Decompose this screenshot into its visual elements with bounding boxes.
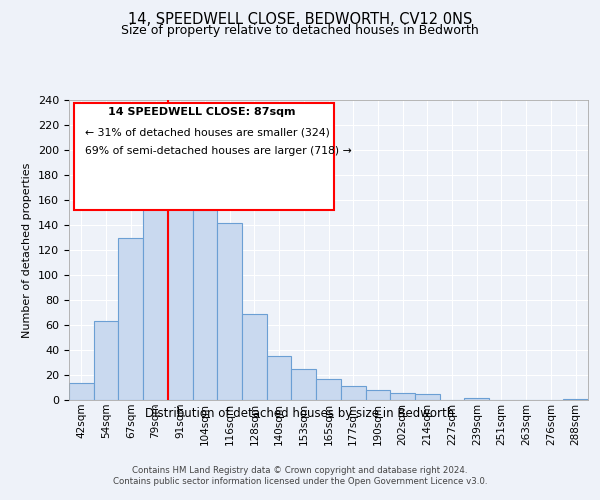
- Text: Contains HM Land Registry data © Crown copyright and database right 2024.: Contains HM Land Registry data © Crown c…: [132, 466, 468, 475]
- Bar: [242, 314, 267, 400]
- Bar: [217, 222, 242, 400]
- Text: 14, SPEEDWELL CLOSE, BEDWORTH, CV12 0NS: 14, SPEEDWELL CLOSE, BEDWORTH, CV12 0NS: [128, 12, 472, 28]
- Text: Contains public sector information licensed under the Open Government Licence v3: Contains public sector information licen…: [113, 477, 487, 486]
- Bar: [365, 390, 390, 400]
- Bar: [464, 398, 489, 400]
- Bar: [168, 154, 193, 400]
- Bar: [69, 382, 94, 400]
- Y-axis label: Number of detached properties: Number of detached properties: [22, 162, 32, 338]
- Bar: [118, 238, 143, 400]
- Bar: [390, 392, 415, 400]
- Bar: [341, 386, 365, 400]
- Bar: [563, 399, 588, 400]
- Bar: [94, 322, 118, 400]
- FancyBboxPatch shape: [74, 103, 334, 210]
- Bar: [415, 394, 440, 400]
- Bar: [143, 188, 168, 400]
- Text: Size of property relative to detached houses in Bedworth: Size of property relative to detached ho…: [121, 24, 479, 37]
- Text: Distribution of detached houses by size in Bedworth: Distribution of detached houses by size …: [145, 408, 455, 420]
- Text: ← 31% of detached houses are smaller (324): ← 31% of detached houses are smaller (32…: [85, 128, 329, 138]
- Bar: [292, 369, 316, 400]
- Bar: [267, 356, 292, 400]
- Text: 69% of semi-detached houses are larger (718) →: 69% of semi-detached houses are larger (…: [85, 146, 352, 156]
- Bar: [316, 379, 341, 400]
- Text: 14 SPEEDWELL CLOSE: 87sqm: 14 SPEEDWELL CLOSE: 87sqm: [107, 107, 295, 117]
- Bar: [193, 210, 217, 400]
